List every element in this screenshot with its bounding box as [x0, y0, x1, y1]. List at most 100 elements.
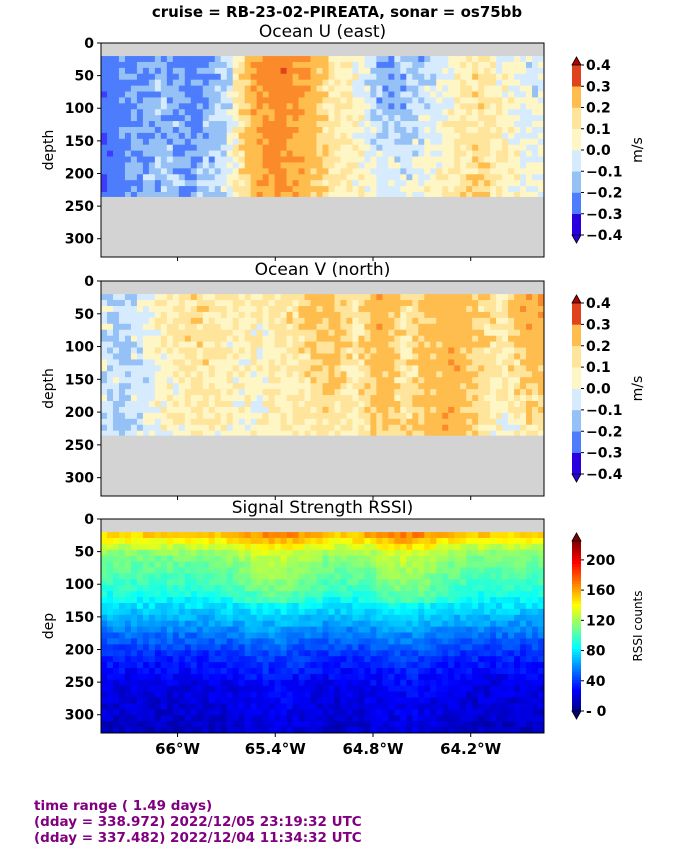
field-cell — [502, 371, 509, 378]
field-cell — [526, 294, 533, 301]
field-cell — [214, 353, 222, 361]
field-cell — [268, 323, 276, 331]
field-cell — [466, 73, 473, 81]
field-cell — [178, 162, 186, 169]
field-cell — [376, 132, 383, 140]
field-cell — [214, 412, 222, 420]
field-cell — [364, 395, 371, 402]
field-cell — [220, 585, 228, 592]
field-cell — [310, 430, 318, 436]
field-cell — [154, 85, 162, 93]
field-cell — [376, 91, 383, 99]
field-cell — [202, 300, 210, 307]
field-cell — [526, 305, 533, 313]
field-cell — [436, 73, 443, 81]
field-cell — [268, 573, 276, 580]
field-cell — [436, 191, 443, 197]
field-cell — [250, 144, 258, 152]
field-cell — [172, 371, 180, 378]
field-cell — [208, 138, 216, 146]
field-cell — [298, 311, 306, 319]
field-cell — [184, 371, 192, 378]
field-cell — [136, 97, 144, 104]
field-cell — [508, 85, 515, 93]
field-cell — [142, 91, 150, 99]
field-cell — [400, 305, 407, 313]
field-cell — [274, 341, 282, 349]
field-cell — [430, 359, 437, 366]
field-cell — [280, 715, 288, 722]
field-cell — [142, 103, 150, 110]
field-cell — [304, 317, 312, 325]
field-cell — [220, 685, 228, 693]
field-cell — [526, 300, 533, 307]
field-cell — [136, 709, 144, 716]
field-cell — [184, 555, 192, 563]
field-cell — [340, 156, 348, 164]
field-cell — [202, 703, 210, 710]
field-cell — [454, 191, 461, 197]
field-cell — [526, 126, 533, 134]
field-cell — [328, 335, 336, 343]
field-cell — [130, 626, 138, 634]
field-cell — [214, 673, 222, 681]
field-cell — [328, 567, 336, 575]
field-cell — [364, 109, 371, 116]
field-cell — [448, 347, 455, 355]
field-cell — [304, 371, 312, 378]
field-cell — [232, 353, 240, 361]
field-cell — [280, 591, 288, 598]
colorbar-tick-label: 0.2 — [586, 101, 611, 117]
field-cell — [310, 162, 318, 169]
field-cell — [208, 555, 216, 563]
field-cell — [196, 620, 204, 628]
field-cell — [304, 109, 312, 116]
field-cell — [292, 662, 300, 669]
field-cell — [358, 329, 366, 337]
field-cell — [304, 656, 312, 663]
field-cell — [376, 430, 383, 436]
field-cell — [358, 144, 366, 152]
field-cell — [208, 150, 216, 158]
field-cell — [202, 323, 210, 331]
field-cell — [418, 186, 425, 193]
field-cell — [292, 656, 300, 663]
field-cell — [244, 585, 252, 592]
field-cell — [454, 329, 461, 337]
field-cell — [304, 727, 312, 733]
field-cell — [388, 359, 395, 366]
field-cell — [124, 294, 132, 301]
field-cell — [244, 602, 252, 610]
field-cell — [436, 406, 443, 414]
field-cell — [340, 305, 348, 313]
field-cell — [202, 359, 210, 366]
field-cell — [364, 103, 371, 110]
field-cell — [196, 656, 204, 663]
field-cell — [412, 412, 419, 420]
field-cell — [328, 317, 336, 325]
field-cell — [154, 418, 162, 426]
field-cell — [184, 567, 192, 575]
field-cell — [484, 418, 491, 426]
field-cell — [382, 294, 389, 301]
field-cell — [502, 85, 509, 93]
field-cell — [220, 395, 228, 402]
field-cell — [238, 126, 246, 134]
field-cell — [328, 406, 336, 414]
field-cell — [298, 126, 306, 134]
field-cell — [346, 162, 354, 169]
field-cell — [196, 685, 204, 693]
field-cell — [166, 389, 174, 396]
field-cell — [292, 365, 300, 372]
field-cell — [148, 608, 156, 616]
field-cell — [352, 97, 360, 104]
field-cell — [340, 300, 348, 307]
field-cell — [136, 311, 144, 319]
field-cell — [340, 132, 348, 140]
field-cell — [220, 430, 228, 436]
field-cell — [472, 115, 479, 122]
field-cell — [406, 424, 413, 432]
field-cell — [172, 132, 180, 140]
field-cell — [472, 138, 479, 146]
field-cell — [352, 91, 360, 99]
